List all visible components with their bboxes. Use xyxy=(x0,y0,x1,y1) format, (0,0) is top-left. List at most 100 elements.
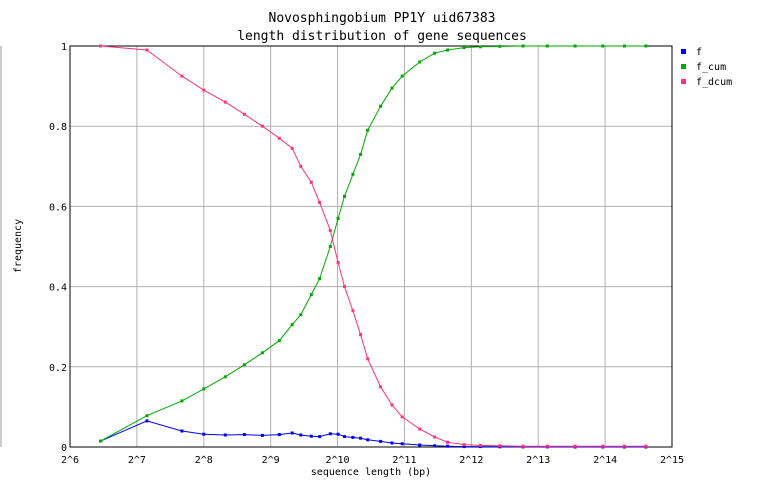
y-tick-label: 0.2 xyxy=(49,363,67,374)
data-point-f_dcum xyxy=(336,261,340,264)
data-point-f_dcum xyxy=(644,444,648,448)
legend-swatch xyxy=(681,64,686,69)
data-point-f_dcum xyxy=(390,403,394,407)
data-point-f xyxy=(202,432,206,436)
data-point-f_dcum xyxy=(242,112,246,116)
x-tick-label: 2^14 xyxy=(593,455,617,466)
data-point-f_cum xyxy=(545,44,549,48)
series-f_dcum xyxy=(99,44,648,448)
data-point-f_cum xyxy=(202,387,206,391)
data-point-f_cum xyxy=(573,44,577,48)
data-point-f xyxy=(145,419,149,423)
data-point-f_cum xyxy=(601,44,605,48)
data-point-f xyxy=(462,445,466,449)
data-point-f_cum xyxy=(290,323,294,327)
plot-frame xyxy=(69,45,673,448)
x-tick-label: 2^12 xyxy=(459,455,483,466)
data-point-f_cum xyxy=(309,293,313,297)
legend-swatch xyxy=(681,79,686,84)
data-point-f xyxy=(328,432,332,436)
data-point-f xyxy=(366,438,370,442)
data-point-f_dcum xyxy=(145,48,149,52)
x-tick-label: 2^13 xyxy=(526,455,550,466)
data-point-f_dcum xyxy=(521,444,525,448)
series-f_cum xyxy=(99,44,648,443)
data-point-f xyxy=(379,439,383,443)
data-point-f xyxy=(180,429,184,433)
data-point-f_cum xyxy=(351,172,355,176)
data-point-f xyxy=(446,444,449,448)
data-point-f_dcum xyxy=(299,164,303,168)
data-point-f_dcum xyxy=(223,100,227,104)
data-point-f xyxy=(309,434,313,438)
x-tick-label: 2^9 xyxy=(262,455,280,466)
y-tick-label: 0.4 xyxy=(49,283,67,294)
data-point-f_cum xyxy=(462,46,466,50)
x-tick-labels: 2^6 2^7 2^8 2^9 2^10 2^11 2^12 2^13 2^14 2^15 xyxy=(61,455,684,466)
data-point-f_cum xyxy=(359,152,363,156)
data-point-f xyxy=(277,433,281,437)
data-point-f_dcum xyxy=(545,444,549,448)
data-point-f_dcum xyxy=(277,136,281,140)
data-point-f_cum xyxy=(379,104,383,108)
x-tick-label: 2^10 xyxy=(326,455,350,466)
data-point-f_dcum xyxy=(418,427,422,431)
data-point-f_dcum xyxy=(290,146,294,150)
data-point-f_dcum xyxy=(478,443,482,447)
data-point-f xyxy=(290,431,294,435)
data-point-f xyxy=(343,435,346,439)
data-point-f xyxy=(390,441,394,445)
data-point-f_dcum xyxy=(180,74,184,78)
data-point-f_cum xyxy=(343,194,346,198)
data-point-f xyxy=(418,443,422,447)
y-tick-label: 0.6 xyxy=(49,202,67,213)
data-point-f_cum xyxy=(318,277,322,281)
legend-label: f_dcum xyxy=(696,77,732,88)
data-point-f_dcum xyxy=(309,180,313,184)
y-axis-label: frequency xyxy=(13,219,24,273)
x-axis-label: sequence length (bp) xyxy=(311,467,431,478)
data-point-f xyxy=(242,433,246,437)
x-tick-label: 2^6 xyxy=(61,455,79,466)
data-point-f xyxy=(260,433,264,437)
data-point-f xyxy=(223,433,227,437)
data-point-f_cum xyxy=(277,339,281,343)
data-point-f_dcum xyxy=(343,285,346,289)
y-tick-label: 0.8 xyxy=(49,122,67,133)
data-point-f_cum xyxy=(336,216,340,220)
data-point-f xyxy=(351,435,355,439)
data-point-f_cum xyxy=(99,439,103,443)
data-point-f_cum xyxy=(260,351,264,355)
y-tick-label: 1 xyxy=(61,42,67,53)
data-point-f_dcum xyxy=(573,444,577,448)
data-point-f_cum xyxy=(644,44,648,48)
data-point-f xyxy=(400,442,404,446)
data-point-f_cum xyxy=(223,375,227,379)
data-point-f_cum xyxy=(521,44,525,48)
data-point-f_cum xyxy=(145,414,149,418)
data-point-f_dcum xyxy=(351,309,355,313)
data-point-f_cum xyxy=(390,86,394,90)
legend-label: f xyxy=(696,47,702,58)
data-point-f_cum xyxy=(366,128,370,132)
data-point-f_cum xyxy=(433,51,437,55)
data-point-f_dcum xyxy=(260,124,264,128)
data-point-f_cum xyxy=(328,245,332,248)
data-point-f xyxy=(336,432,340,436)
data-point-f_cum xyxy=(498,44,502,48)
legend-item-f_dcum: f_dcum xyxy=(681,77,732,88)
data-point-f_dcum xyxy=(622,444,626,448)
chart-subtitle: length distribution of gene sequences xyxy=(237,29,527,44)
data-point-f_dcum xyxy=(328,229,332,232)
data-point-f_dcum xyxy=(99,44,103,48)
legend-item-f_cum: f_cum xyxy=(681,62,726,73)
data-point-f_dcum xyxy=(400,415,404,419)
data-point-f_cum xyxy=(400,74,404,78)
data-point-f_dcum xyxy=(498,444,502,448)
data-point-f_dcum xyxy=(202,88,206,92)
legend-swatch xyxy=(681,49,686,54)
data-point-f_dcum xyxy=(446,440,449,444)
x-tick-label: 2^15 xyxy=(660,455,684,466)
data-point-f xyxy=(433,444,437,448)
